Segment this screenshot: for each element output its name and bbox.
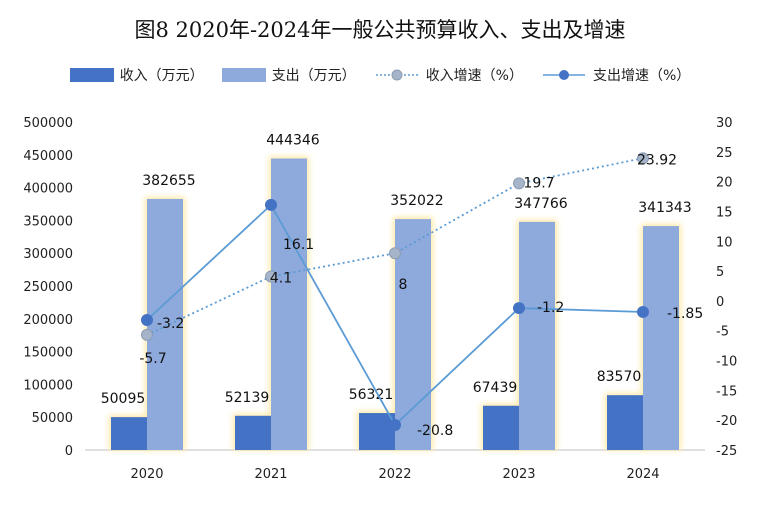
income-growth-label: -5.7 xyxy=(139,351,166,367)
expense-growth-label: -3.2 xyxy=(157,316,184,332)
y-right-tick-label: -15 xyxy=(716,384,737,399)
expense-growth-point xyxy=(637,305,649,318)
expense-growth-point xyxy=(141,313,153,326)
bar-expense xyxy=(147,198,183,450)
income-growth-point xyxy=(265,270,277,283)
y-right-tick-label: -5 xyxy=(716,325,729,340)
legend-item-expense-growth: 支出增速（%） xyxy=(541,65,690,85)
income-growth-point xyxy=(513,177,525,190)
expense-growth-label: -20.8 xyxy=(417,423,453,439)
y-right-tick-label: 0 xyxy=(716,295,724,310)
expense-growth-label: 16.1 xyxy=(283,237,314,253)
expense-value-label: 341343 xyxy=(638,200,691,216)
y-left-tick-label: 100000 xyxy=(23,378,73,393)
legend-label-expense: 支出（万元） xyxy=(271,68,356,84)
income-growth-point xyxy=(637,152,649,165)
bar-income xyxy=(235,415,271,450)
expense-growth-label: -1.85 xyxy=(667,306,703,322)
income-growth-label: 8 xyxy=(399,277,408,293)
expense-growth-point xyxy=(513,302,525,315)
y-right-tick-label: -10 xyxy=(716,355,737,370)
y-right-tick-label: 20 xyxy=(716,176,733,191)
income-value-label: 56321 xyxy=(349,387,394,403)
income-growth-label: 19.7 xyxy=(523,175,554,191)
x-tick-label: 2022 xyxy=(378,467,411,482)
y-left-tick-label: 400000 xyxy=(23,182,73,197)
expense-value-label: 382655 xyxy=(142,173,195,189)
bar-income xyxy=(483,405,519,450)
y-right-tick-label: 30 xyxy=(716,116,733,131)
y-left-tick-label: 250000 xyxy=(23,280,73,295)
income-value-label: 83570 xyxy=(597,369,642,385)
income-growth-point xyxy=(389,247,401,260)
bar-income xyxy=(359,413,395,450)
expense-growth-label: -1.2 xyxy=(537,300,564,316)
y-left-tick-label: 300000 xyxy=(23,247,73,262)
bar-expense xyxy=(395,219,431,450)
y-left-tick-label: 150000 xyxy=(23,346,73,361)
y-left-tick-label: 200000 xyxy=(23,313,73,328)
y-left-tick-label: 350000 xyxy=(23,214,73,229)
legend-item-expense: 支出（万元） xyxy=(221,65,356,85)
bar-expense xyxy=(643,226,679,450)
y-right-tick-label: 15 xyxy=(716,205,733,220)
y-left-tick-label: 0 xyxy=(65,444,73,459)
bar-expense xyxy=(519,221,555,450)
y-right-tick-label: -25 xyxy=(716,444,737,459)
bar-income xyxy=(111,417,147,450)
y-left-tick-label: 450000 xyxy=(23,149,73,164)
chart-title: 图8 2020年-2024年一般公共预算收入、支出及增速 xyxy=(134,18,626,42)
income-value-label: 67439 xyxy=(473,380,518,396)
y-left-tick-label: 500000 xyxy=(23,116,73,131)
x-tick-label: 2021 xyxy=(254,467,287,482)
income-growth-point xyxy=(141,328,153,341)
legend-swatch-income xyxy=(69,68,114,82)
legend: 收入（万元） 支出（万元） 收入增速（%） 支出增速（%） xyxy=(0,64,760,86)
legend-label-expense-growth: 支出增速（%） xyxy=(593,68,691,84)
legend-swatch-expense-growth xyxy=(543,70,585,80)
expense-growth-point xyxy=(265,198,277,211)
expense-growth-point xyxy=(389,418,401,431)
y-left-tick-label: 50000 xyxy=(32,411,73,426)
y-right-tick-label: -20 xyxy=(716,414,737,429)
legend-label-income: 收入（万元） xyxy=(119,68,204,84)
legend-swatch-expense xyxy=(221,68,266,82)
y-right-tick-label: 25 xyxy=(716,146,733,161)
income-growth-label: 23.92 xyxy=(637,152,677,168)
legend-swatch-income-growth xyxy=(375,69,418,81)
x-tick-label: 2020 xyxy=(130,467,163,482)
income-value-label: 52139 xyxy=(225,390,270,406)
x-tick-label: 2024 xyxy=(626,467,659,482)
legend-item-income: 收入（万元） xyxy=(69,65,204,85)
bar-expense xyxy=(271,158,307,450)
income-value-label: 50095 xyxy=(101,391,146,407)
income-growth-label: 4.1 xyxy=(270,270,292,286)
expense-value-label: 352022 xyxy=(390,193,443,209)
expense-value-label: 444346 xyxy=(266,133,320,149)
x-tick-label: 2023 xyxy=(502,467,535,482)
expense-value-label: 347766 xyxy=(514,196,568,212)
legend-item-income-growth: 收入增速（%） xyxy=(374,65,523,85)
income-growth-line xyxy=(146,157,644,336)
bar-income xyxy=(607,395,643,450)
y-right-tick-label: 5 xyxy=(716,265,724,280)
legend-label-income-growth: 收入增速（%） xyxy=(425,68,523,84)
y-right-tick-label: 10 xyxy=(716,235,733,250)
